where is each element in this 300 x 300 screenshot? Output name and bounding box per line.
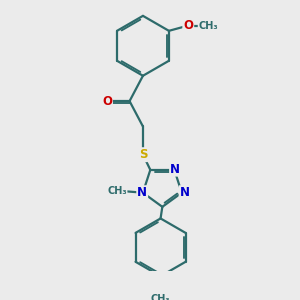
Text: CH₃: CH₃	[151, 294, 170, 300]
Text: CH₃: CH₃	[107, 186, 127, 196]
Text: CH₃: CH₃	[199, 20, 218, 31]
Text: S: S	[139, 148, 147, 161]
Text: N: N	[180, 186, 190, 199]
Text: O: O	[102, 94, 112, 108]
Text: N: N	[170, 163, 180, 176]
Text: O: O	[183, 19, 193, 32]
Text: N: N	[137, 186, 147, 199]
